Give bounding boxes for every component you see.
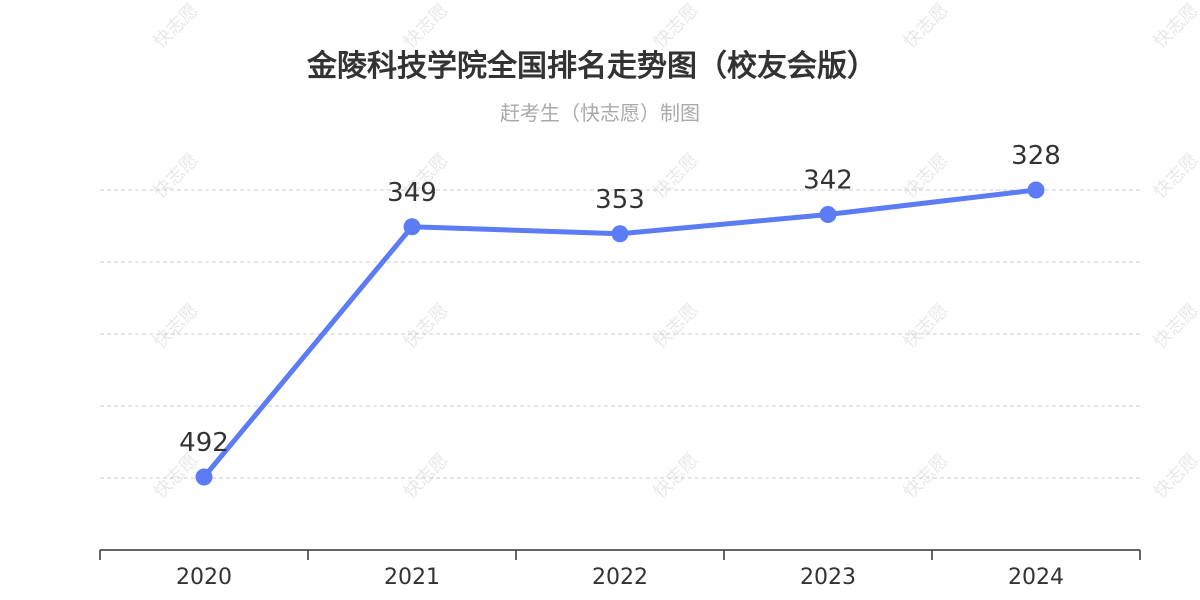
data-label: 328 [1011,141,1061,171]
watermark-text: 快志愿 [1150,150,1200,203]
data-point[interactable] [1027,181,1045,199]
watermark-text: 快志愿 [650,0,703,53]
data-point[interactable] [403,218,421,236]
x-axis: 2020 2021 2022 2023 2024 [99,549,1141,590]
watermark-text: 快志愿 [400,300,453,353]
watermark-text: 快志愿 [650,300,703,353]
chart-title: 金陵科技学院全国排名走势图（校友会版） [306,49,877,84]
data-label: 353 [595,185,645,215]
data-point[interactable] [819,206,837,223]
x-tick-label: 2021 [384,565,440,590]
watermark-text: 快志愿 [1150,450,1200,503]
watermark-text: 快志愿 [650,450,703,503]
watermark-text: 快志愿 [400,450,453,503]
watermark-text: 快志愿 [1150,0,1200,53]
x-tick-label: 2020 [176,565,232,590]
watermark-text: 快志愿 [900,150,953,203]
data-label: 342 [803,166,853,196]
watermark-text: 快志愿 [900,300,953,353]
watermark-text: 快志愿 [900,450,953,503]
watermark-text: 快志愿 [400,0,453,53]
data-label: 492 [179,428,229,458]
watermark-text: 快志愿 [150,150,203,203]
watermark-text: 快志愿 [650,150,703,203]
x-tick-label: 2024 [1008,565,1064,590]
x-tick-label: 2023 [800,565,856,590]
watermark-text: 快志愿 [150,300,203,353]
series-layer [195,181,1045,486]
data-labels: 492 349 353 342 328 [179,141,1061,458]
watermark-text: 快志愿 [1150,300,1200,353]
grid-lines [100,189,1140,479]
x-tick-label: 2022 [592,565,648,590]
data-point[interactable] [611,225,629,243]
data-label: 349 [387,178,437,208]
data-point[interactable] [195,468,213,486]
chart-subtitle: 赶考生（快志愿）制图 [500,101,700,125]
watermark-text: 快志愿 [150,0,203,53]
watermark-text: 快志愿 [900,0,953,53]
